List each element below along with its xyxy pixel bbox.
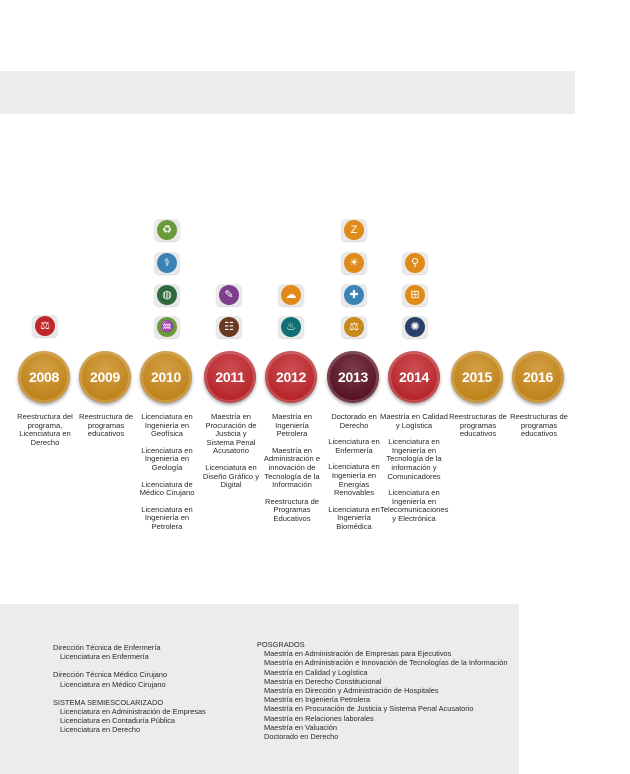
program-item: Maestría en Valuación (264, 722, 337, 732)
program-heading: Dirección Técnica de Enfermería (53, 643, 161, 652)
program-item: Doctorado en Derecho (264, 732, 339, 742)
programs-band (0, 604, 519, 774)
milestone-text: Reestructura de programas educativos (78, 412, 134, 439)
header-band (0, 71, 575, 114)
program-item: Maestría en Administración de Empresas p… (264, 649, 452, 659)
year-2011: 2011 (204, 351, 256, 403)
milestone-text: Reestructura del programa, Licenciatura … (17, 412, 73, 447)
milestone-text: Doctorado en Derecho (331, 412, 377, 430)
year-2016: 2016 (512, 351, 564, 403)
column-2009: Reestructura de programas educativos (77, 412, 135, 447)
milestone-text: Licenciatura de Médico Cirujano (139, 479, 195, 498)
column-2010: Licenciatura en Ingeniería en Geofísica … (138, 412, 196, 540)
gavel-icon: ⚖ (32, 315, 58, 337)
program-item: Maestría en Dirección y Administración d… (264, 686, 439, 696)
jury-icon: ☷ (216, 316, 242, 338)
milestone-text: Licenciatura en Ingeniería Biomédica (328, 504, 380, 531)
program-item: Licenciatura en Contaduría Pública (60, 716, 176, 726)
design-pen-icon: ✎ (216, 284, 242, 306)
program-item: Maestría en Procuración de Justicia y Si… (264, 704, 474, 714)
globe-icon: ◍ (154, 284, 180, 306)
quality-seal-icon: ✺ (402, 316, 428, 338)
geophysics-icon: ♻ (154, 219, 180, 241)
milestone-text: Reestructuras de programas educativos (510, 412, 568, 439)
scales-icon: ⚖ (341, 316, 367, 338)
antenna-icon: ⚲ (402, 252, 428, 274)
milestone-text: Reestructura de Programas Educativos (264, 496, 320, 523)
year-2009: 2009 (79, 351, 131, 403)
programs-left-list: Dirección Técnica de Enfermería Licencia… (53, 643, 248, 735)
milestone-text: Licenciatura en Ingeniería en Tecnología… (386, 437, 442, 481)
milestone-text: Licenciatura en Ingeniería en Geofísica (141, 412, 193, 439)
program-item: Licenciatura en Enfermería (60, 652, 149, 662)
renewable-energy-icon: ☀ (341, 252, 367, 274)
cloud-tech-icon: ☁ (278, 284, 304, 306)
program-item: Maestría en Derecho Constitucional (264, 676, 382, 686)
year-2008: 2008 (18, 351, 70, 403)
column-2011: Maestría en Procuración de Justicia y Si… (202, 412, 260, 498)
program-item: Maestría en Relaciones laborales (264, 713, 374, 723)
milestone-text: Maestría en Administración e innovación … (263, 445, 321, 490)
column-2008: Reestructura del programa, Licenciatura … (16, 412, 74, 455)
program-item: Licenciatura en Derecho (60, 725, 141, 735)
column-2012: Maestría en Ingeniería Petrolera Maestrí… (262, 412, 322, 532)
milestone-text: Licenciatura en Ingeniería en Telecomuni… (380, 488, 449, 523)
medical-staff-icon: ⚕ (154, 252, 180, 274)
year-2013: 2013 (327, 351, 379, 403)
milestone-text: Licenciatura en Enfermería (328, 437, 380, 455)
milestone-text: Maestría en Procuración de Justicia y Si… (205, 412, 257, 456)
nurse-cap-icon: ✚ (341, 284, 367, 306)
program-heading: Dirección Técnica Médico Cirujano (53, 670, 168, 680)
column-2016: Reestructuras de programas educativos (510, 412, 568, 447)
program-heading: SISTEMA SEMIESCOLARIZADO (53, 697, 164, 707)
milestone-text: Maestría en Ingeniería Petrolera (271, 412, 313, 439)
column-2013: Doctorado en Derecho Licenciatura en Enf… (325, 412, 383, 540)
oil-drop-icon: ♨ (278, 316, 304, 338)
oil-rig-icon: ♒ (154, 316, 180, 338)
year-2015: 2015 (451, 351, 503, 403)
program-heading: POSGRADOS (257, 640, 305, 649)
program-item: Maestría en Ingeniería Petrolera (264, 695, 370, 705)
biomedical-icon: Z (341, 219, 367, 241)
year-2014: 2014 (388, 351, 440, 403)
program-item: Licenciatura en Administración de Empres… (60, 707, 206, 717)
year-2010: 2010 (140, 351, 192, 403)
program-item: Maestría en Calidad y Logística (264, 667, 368, 677)
milestone-text: Licenciatura en Ingeniería en Petrolera (141, 504, 193, 531)
milestone-text: Reestructuras de programas educativos (449, 412, 507, 439)
milestone-text: Maestría en Calidad y Logística (380, 412, 448, 430)
column-2014: Maestría en Calidad y Logística Licencia… (380, 412, 449, 532)
programs-right-list: POSGRADOS Maestría en Administración de … (257, 640, 515, 741)
milestone-text: Licenciatura en Diseño Gráfico y Digital (202, 462, 260, 490)
circuit-icon: ⊞ (402, 284, 428, 306)
milestone-text: Licenciatura en Ingeniería en Energías R… (328, 462, 380, 498)
column-2015: Reestructuras de programas educativos (449, 412, 507, 447)
milestone-text: Licenciatura en Ingeniería en Geología (141, 445, 193, 472)
year-2012: 2012 (265, 351, 317, 403)
program-item: Licenciatura en Médico Cirujano (60, 679, 166, 689)
program-item: Maestría en Administración e Innovación … (264, 658, 508, 668)
